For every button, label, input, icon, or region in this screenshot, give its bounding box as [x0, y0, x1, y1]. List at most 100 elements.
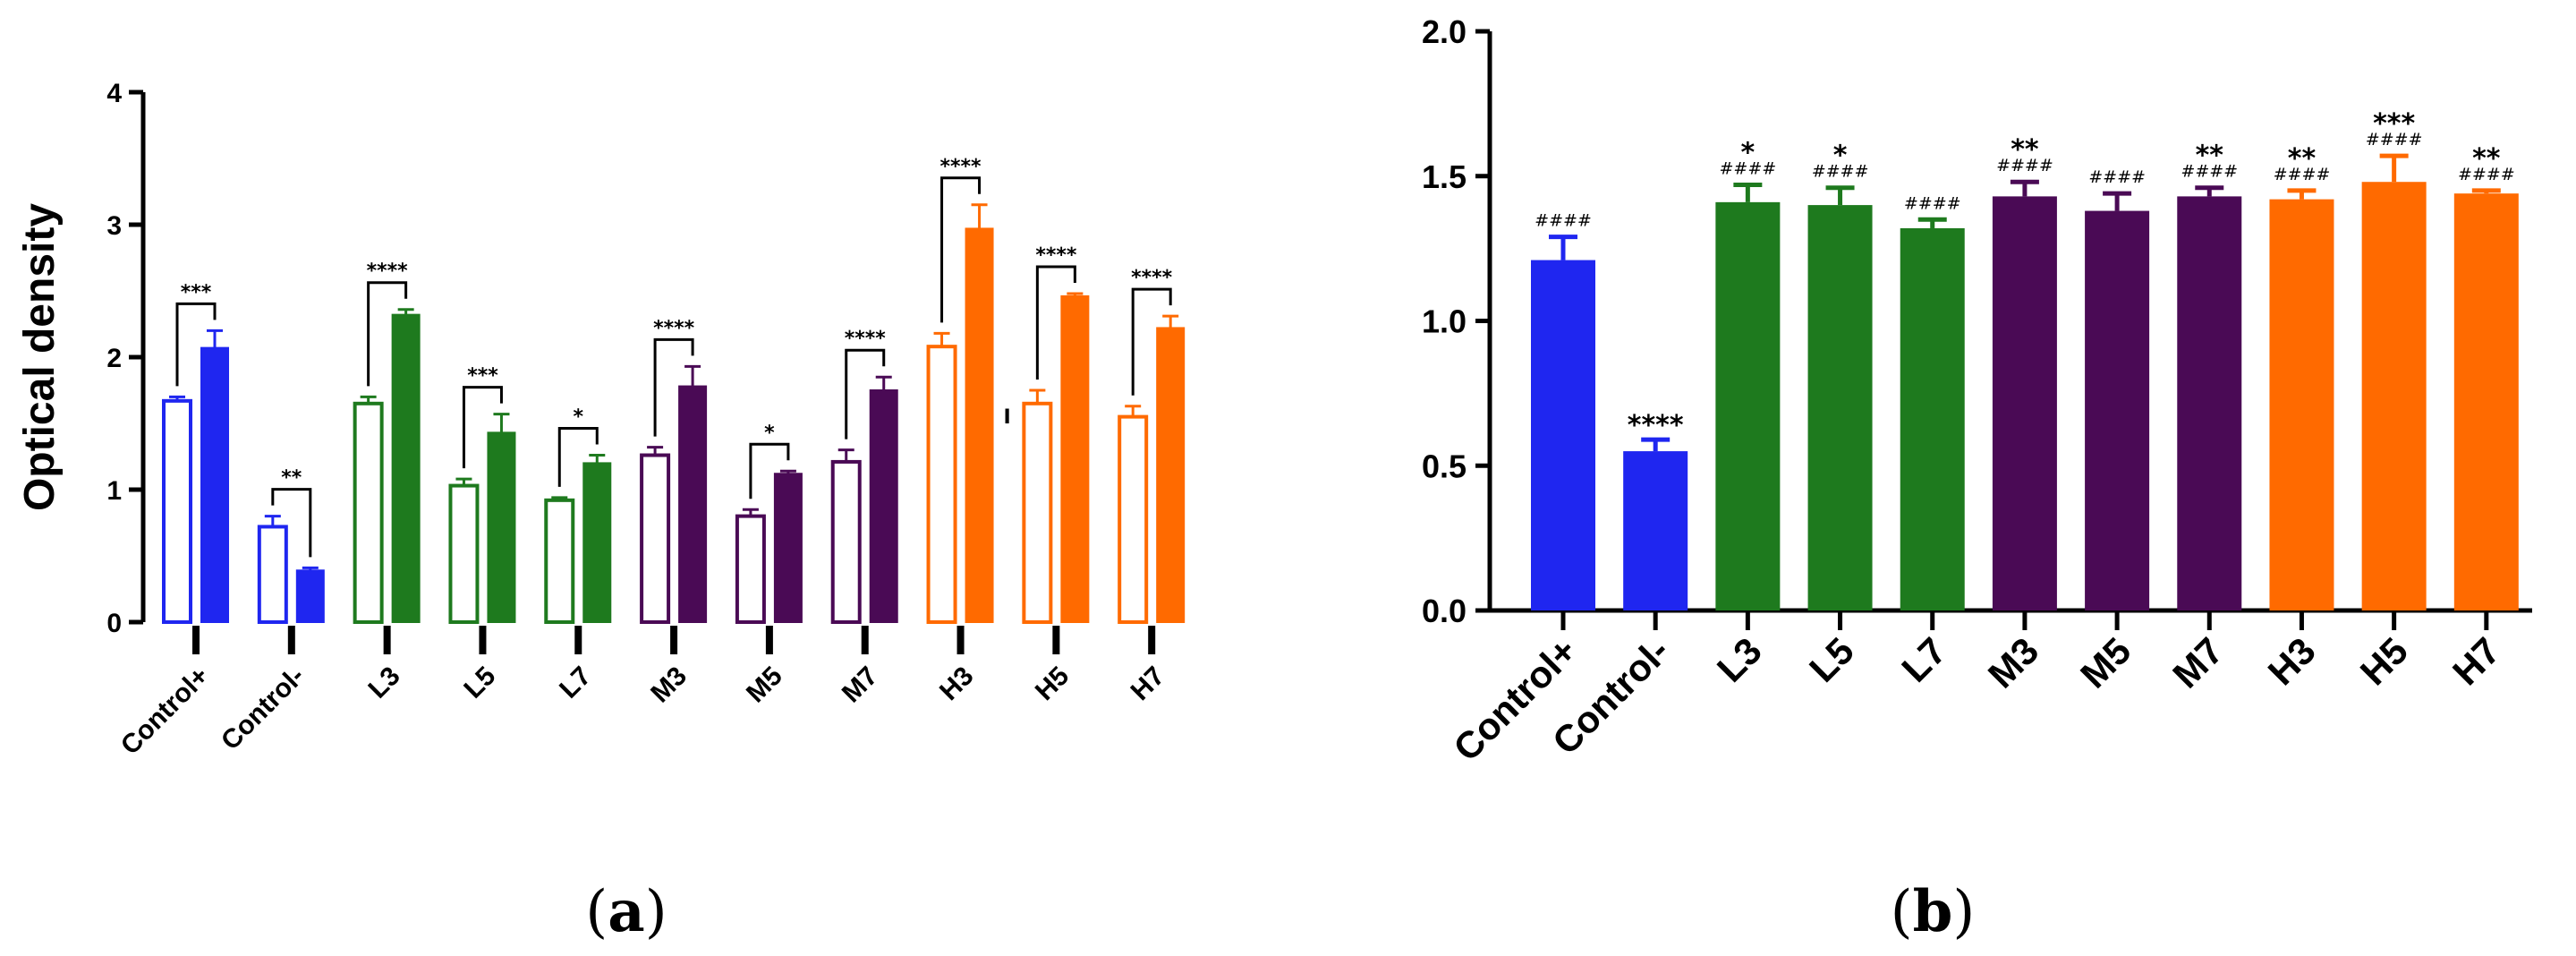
significance-label: *	[574, 406, 584, 429]
significance-bracket	[462, 386, 503, 469]
bar-filled	[295, 569, 325, 624]
bar-open	[640, 453, 671, 624]
x-tick-label: M3	[1980, 629, 2047, 696]
x-tick-label: Control-	[216, 662, 310, 756]
bar	[1715, 201, 1781, 611]
x-tick-label: L7	[1893, 629, 1954, 690]
bar-open	[1022, 401, 1053, 624]
x-tick-label: L5	[458, 662, 501, 704]
significance-label: ****	[845, 328, 887, 350]
significance-label: *	[764, 422, 775, 444]
star-label: **	[2288, 143, 2317, 175]
bar-open	[544, 498, 575, 625]
bar-filled	[678, 385, 708, 623]
star-label: *	[1741, 137, 1756, 168]
significance-label: ****	[1131, 267, 1173, 289]
bar	[1992, 196, 2057, 610]
bar-open	[353, 401, 384, 624]
significance-bracket	[175, 302, 217, 387]
panel-label-a: (a)	[585, 878, 667, 945]
significance-bracket	[653, 337, 694, 437]
bar-open	[926, 345, 957, 624]
hash-label: ####	[1812, 162, 1869, 182]
x-tick-label: M3	[645, 662, 693, 709]
y-tick-label: 0.5	[1422, 448, 1467, 484]
panel-label-b: (b)	[1891, 878, 1976, 945]
bar-open	[735, 514, 766, 624]
significance-label: ****	[1035, 244, 1077, 267]
hash-label: ####	[2458, 165, 2515, 184]
x-tick-label: H3	[934, 662, 979, 706]
hash-label: ####	[2366, 130, 2423, 149]
x-tick-label: L3	[1709, 629, 1770, 690]
star-label: *	[1833, 141, 1848, 172]
bar-open	[448, 483, 480, 624]
bar	[1531, 260, 1595, 610]
bar-open	[830, 459, 862, 624]
bar-filled	[773, 473, 803, 623]
significance-bracket	[940, 176, 982, 323]
bar-filled	[1060, 294, 1090, 623]
bar-filled	[200, 346, 229, 623]
bar	[2453, 193, 2519, 610]
star-label: **	[2196, 141, 2224, 172]
significance-bracket	[367, 281, 408, 387]
significance-bracket	[1035, 265, 1076, 380]
significance-label: ****	[653, 317, 695, 339]
significance-label: ****	[367, 260, 409, 283]
y-tick-label: 0.0	[1422, 593, 1467, 629]
x-tick-label: M7	[837, 662, 884, 709]
bar	[2177, 196, 2242, 610]
star-label: **	[2472, 143, 2501, 175]
y-tick-label: 2.0	[1422, 13, 1467, 50]
y-tick-label: 3	[106, 211, 122, 241]
bar	[1807, 205, 1873, 610]
y-axis-label: Optical density	[16, 203, 64, 511]
bar-open	[257, 525, 288, 624]
bar	[1900, 227, 1965, 611]
significance-label: **	[281, 467, 302, 490]
x-tick-label: L3	[362, 662, 405, 704]
significance-label: ***	[181, 281, 212, 303]
bar	[2361, 182, 2427, 610]
x-tick-label: H5	[1030, 662, 1075, 706]
star-label: **	[2011, 134, 2039, 166]
hash-label: ####	[2088, 167, 2146, 187]
significance-bracket	[271, 488, 312, 558]
significance-label: ***	[467, 365, 498, 388]
x-tick-label: M5	[2072, 629, 2139, 696]
x-tick-label: L5	[1801, 629, 1862, 690]
bar	[2269, 199, 2334, 610]
bar-filled	[1156, 327, 1186, 623]
significance-bracket	[749, 442, 790, 499]
hash-label: ####	[1535, 211, 1592, 231]
bar	[2085, 210, 2150, 610]
y-tick-label: 1.0	[1422, 303, 1467, 340]
bar-filled	[869, 389, 898, 623]
x-tick-label: M7	[2164, 629, 2232, 696]
star-label: ***	[2373, 108, 2415, 140]
bar-filled	[965, 227, 994, 623]
y-tick-label: 1.5	[1422, 158, 1467, 195]
x-tick-label: H5	[2352, 629, 2416, 693]
annotation-mark: I	[1003, 406, 1010, 429]
hash-label: ####	[1720, 158, 1777, 178]
chart-panel-b: 0.00.51.01.52.0####Control+****Control-#…	[1422, 13, 2532, 769]
bar-filled	[487, 431, 516, 623]
hash-label: ####	[1904, 193, 1961, 213]
bar-open	[1118, 414, 1149, 624]
significance-bracket	[1131, 287, 1172, 396]
significance-label: ****	[940, 156, 982, 178]
bar-open	[162, 398, 192, 624]
star-label: ****	[1628, 410, 1684, 441]
x-tick-label: H7	[2444, 629, 2508, 693]
significance-bracket	[845, 348, 886, 440]
significance-bracket	[557, 427, 599, 487]
x-tick-label: L7	[554, 662, 597, 704]
x-tick-label: H7	[1126, 662, 1170, 706]
y-tick-label: 2	[106, 344, 122, 373]
panel-label-a-text: a	[608, 878, 644, 945]
hash-label: ####	[2181, 162, 2238, 182]
y-tick-label: 4	[106, 79, 122, 108]
